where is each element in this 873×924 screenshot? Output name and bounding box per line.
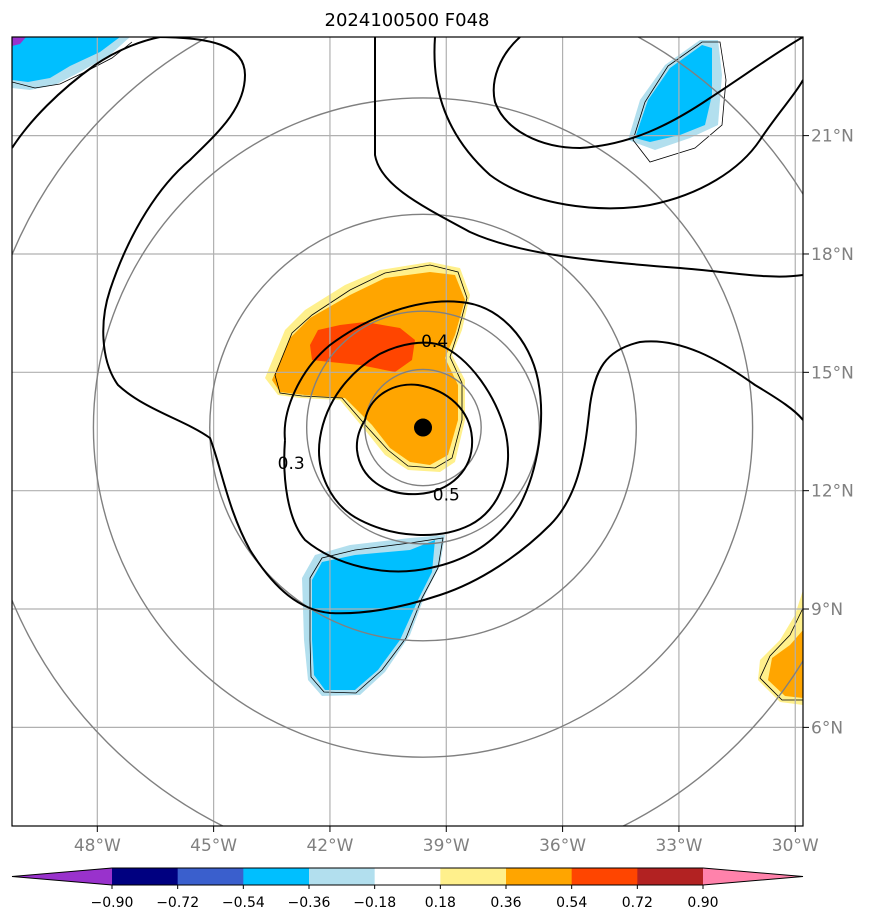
orange-east-outline [759,607,803,701]
blue-northwest-outline [12,41,133,89]
orange-outline [274,264,468,469]
figure-title: 2024100500 F048 [325,10,490,31]
range-rings [12,37,803,826]
lat-tick-label-3: 15°N [811,363,854,383]
colorbar-tick-label-8: 0.72 [622,895,653,911]
contour-inner [355,383,474,496]
contour-large-west [102,37,803,615]
colorbar-tick-label-6: 0.36 [490,895,521,911]
colorbar-segment-3 [309,868,376,885]
map-panel: 0.4 0.3 0.5 [11,36,804,827]
lat-tick-label-0: 6°N [811,718,843,738]
colorbar-tick-label-7: 0.54 [556,895,587,911]
contour-north-inner [433,37,803,210]
map-gridlines [12,37,803,826]
colorbar-segment-0 [112,868,179,885]
colorbar-segment-8 [637,868,704,885]
colorbar-segment-6 [506,868,573,885]
purple-anomaly-corner [12,37,26,46]
contour-northwest [12,37,161,149]
lon-tick-label-4: 36°W [539,836,586,856]
colorbar-segment-4 [374,868,441,885]
colorbar-tick-label-0: −0.90 [91,895,134,911]
contour-lines [12,37,803,615]
lon-tick-label-5: 33°W [655,836,702,856]
lon-tick-label-1: 45°W [190,836,237,856]
colorbar-tick-label-3: −0.36 [288,895,331,911]
colorbar-under-extension [12,868,112,885]
lon-tick-label-3: 39°W [423,836,470,856]
lon-tick-label-0: 48°W [74,836,121,856]
red-anomaly-core [310,322,415,372]
contour-north-loop [374,37,803,278]
range-ring-2 [209,213,637,642]
contour-middle [318,341,510,537]
colorbar-tick-label-1: −0.72 [156,895,199,911]
colorbar-tick-label-9: 0.90 [687,895,718,911]
colorbar-tick-label-4: −0.18 [353,895,396,911]
contour-label-1: 0.3 [278,454,305,474]
colorbar-segment-1 [177,868,244,885]
blue-anomaly-northwest-core [12,37,120,82]
colorbar-tick-label-2: −0.54 [222,895,265,911]
colorbar: −0.90 −0.72 −0.54 −0.36 −0.18 0.18 0.36 0.54 0.7… [11,867,804,911]
orange-anomaly-east-core [768,630,803,698]
range-ring-1 [305,310,541,545]
blue-northeast-outline [632,41,727,163]
contour-north-innermost [492,37,803,150]
latitude-ticks: 6°N 9°N 12°N 15°N 18°N 21°N [803,127,854,738]
shaded-outlines [12,41,803,701]
lat-tick-label-4: 18°N [811,245,854,265]
lat-tick-label-5: 21°N [811,127,854,147]
orange-anomaly-core [272,272,465,465]
colorbar-segment-2 [243,868,310,885]
map-frame [11,36,804,827]
lon-tick-label-6: 30°W [772,836,819,856]
lat-tick-label-1: 9°N [811,600,843,620]
longitude-ticks: 48°W 45°W 42°W 39°W 36°W 33°W 30°W [74,826,819,856]
colorbar-tick-label-5: 0.18 [425,895,456,911]
range-ring-3 [92,97,754,758]
blue-south-outline [309,537,444,694]
storm-center-marker [414,418,433,437]
range-ring-0 [364,368,482,487]
lat-tick-label-2: 12°N [811,482,854,502]
contour-label-0: 0.4 [421,332,448,352]
blue-anomaly-northeast-core [635,45,712,142]
colorbar-over-extension [703,868,803,885]
lon-tick-label-2: 42°W [306,836,353,856]
contour-labels: 0.4 0.3 0.5 [278,332,460,506]
contour-outer-loop [283,300,543,573]
colorbar-segment-7 [571,868,638,885]
colorbar-segment-5 [440,868,507,885]
shaded-field [12,37,803,705]
blue-anomaly-south-core [312,540,435,690]
contour-label-2: 0.5 [433,486,460,506]
